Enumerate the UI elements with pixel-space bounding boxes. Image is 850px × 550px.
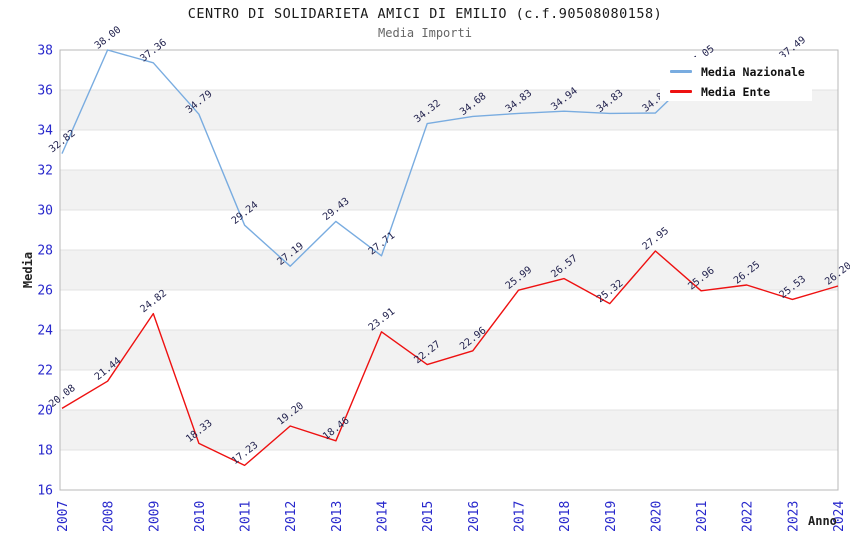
x-tick-label: 2007: [56, 501, 71, 532]
chart-title: CENTRO DI SOLIDARIETA AMICI DI EMILIO (c…: [187, 6, 663, 22]
x-tick-label: 2009: [147, 501, 162, 532]
plot-band-gray: [60, 410, 838, 450]
y-tick-label: 24: [37, 324, 53, 339]
plot-band-white: [60, 450, 838, 490]
line-swatch-icon: [670, 90, 692, 93]
x-tick-label: 2022: [741, 501, 756, 532]
plot-band-gray: [60, 170, 838, 210]
plot-band-gray: [60, 250, 838, 290]
chart-subtitle: Media Importi: [378, 26, 472, 40]
y-tick-label: 20: [37, 404, 53, 419]
y-tick-label: 22: [37, 364, 53, 379]
x-tick-label: 2017: [512, 501, 527, 532]
x-tick-label: 2016: [467, 501, 482, 532]
x-tick-label: 2021: [695, 501, 710, 532]
plot-band-white: [60, 210, 838, 250]
x-tick-label: 2014: [376, 501, 391, 532]
legend-label: Media Ente: [701, 84, 771, 99]
series-line-media-ente: [61, 250, 839, 467]
y-tick-label: 34: [37, 124, 53, 139]
x-tick-label: 2012: [284, 501, 299, 532]
y-tick-label: 28: [37, 244, 53, 259]
x-tick-label: 2024: [832, 501, 847, 532]
x-axis-title: Anno: [808, 514, 837, 528]
y-axis-title: Media: [21, 251, 35, 289]
y-tick-label: 36: [37, 84, 53, 99]
plot-band-white: [60, 130, 838, 170]
x-tick-label: 2015: [421, 501, 436, 532]
legend-item-media-nazionale: Media Nazionale: [670, 65, 812, 79]
x-tick-label: 2008: [102, 501, 117, 532]
legend-item-media-ente: Media Ente: [670, 85, 812, 99]
x-tick-label: 2018: [558, 501, 573, 532]
y-tick-label: 26: [37, 284, 53, 299]
legend-label: Media Nazionale: [701, 64, 805, 79]
plot-frame: [59, 49, 839, 491]
x-tick-label: 2010: [193, 501, 208, 532]
plot-band-white: [60, 290, 838, 330]
y-tick-label: 32: [37, 164, 53, 179]
legend: Media Nazionale Media Ente: [660, 57, 812, 101]
y-tick-label: 16: [37, 484, 53, 499]
line-swatch-icon: [670, 70, 692, 73]
y-tick-label: 18: [37, 444, 53, 459]
x-tick-label: 2020: [649, 501, 664, 532]
data-label: 38.00: [93, 24, 123, 51]
plot-band-white: [60, 370, 838, 410]
x-tick-label: 2023: [786, 501, 801, 532]
x-tick-label: 2019: [604, 501, 619, 532]
y-tick-label: 38: [37, 44, 53, 59]
x-tick-label: 2013: [330, 501, 345, 532]
plot-band-gray: [60, 330, 838, 370]
x-tick-label: 2011: [239, 501, 254, 532]
y-tick-label: 30: [37, 204, 53, 219]
